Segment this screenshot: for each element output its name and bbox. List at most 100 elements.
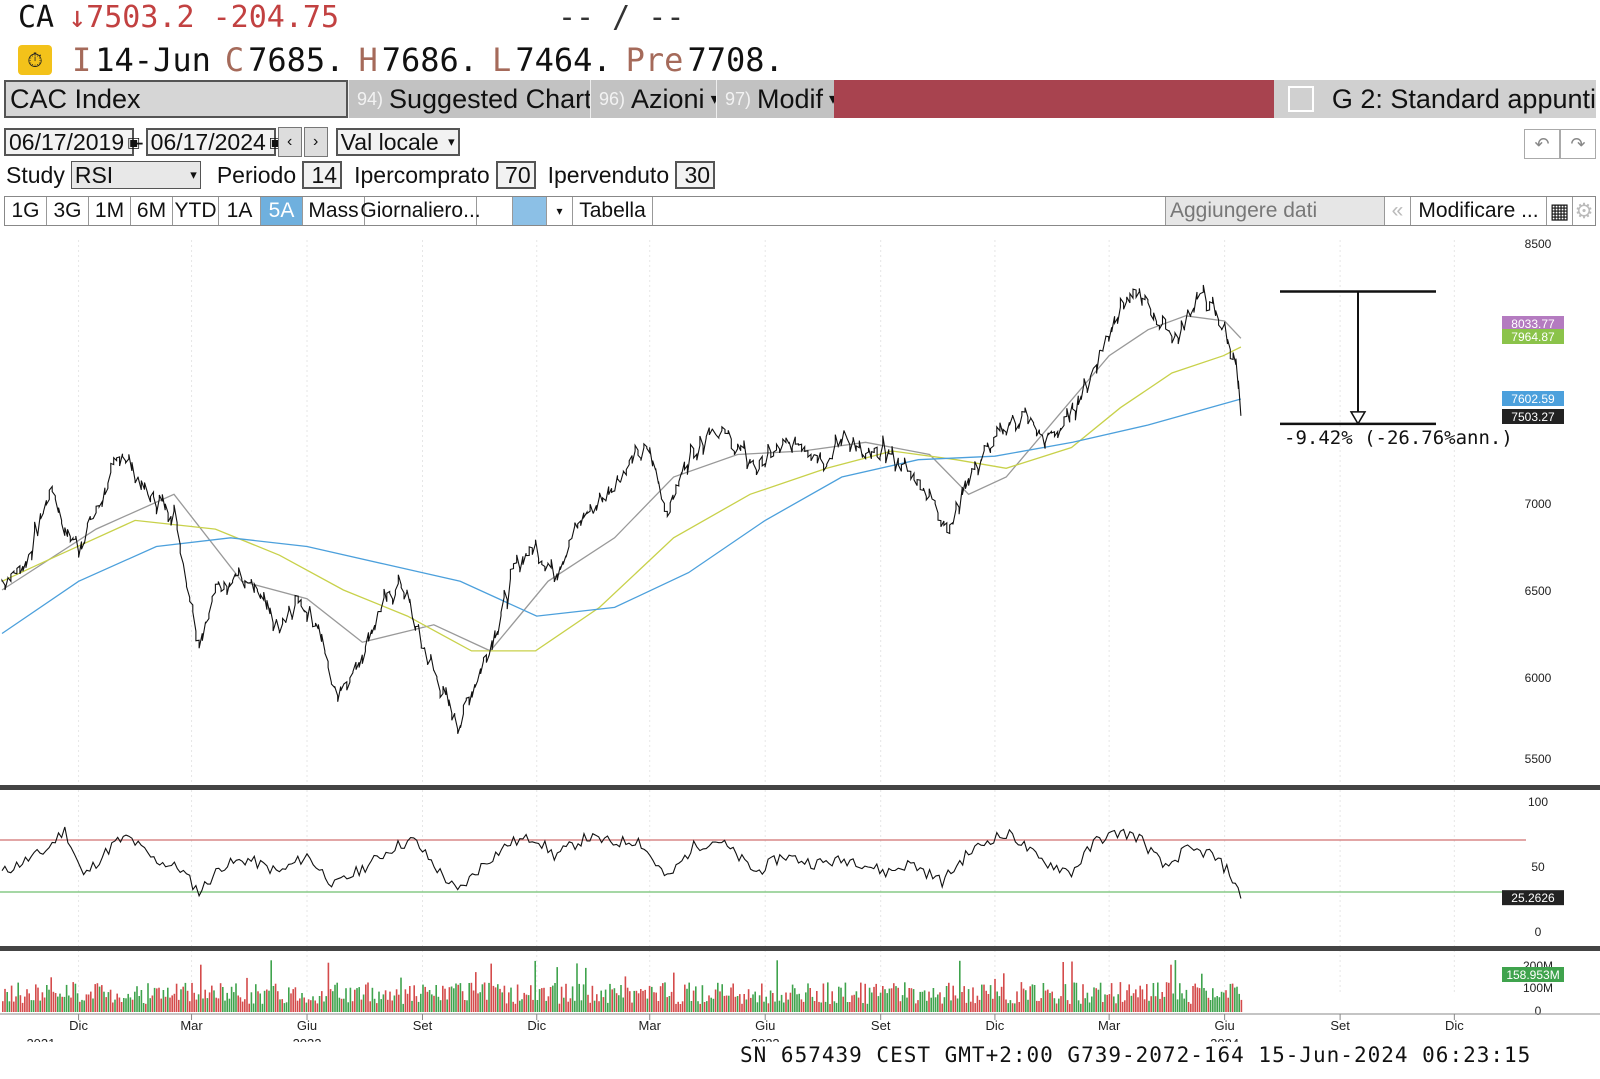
study-select[interactable]: RSI ▾: [70, 161, 201, 189]
range-1a[interactable]: 1A: [219, 197, 261, 225]
volume-bar: [325, 996, 327, 1012]
range-ytd[interactable]: YTD: [173, 197, 219, 225]
azioni-menu[interactable]: 96)Azioni ▾: [590, 80, 716, 118]
volume-bar: [728, 995, 730, 1012]
volume-bar: [965, 1002, 968, 1012]
volume-bar: [950, 1000, 952, 1012]
time-axis: Dic Mar Giu Set Dic Mar Giu Set Dic Mar Giu Set Dic 2…: [0, 1013, 1600, 1042]
volume-bar: [615, 993, 618, 1012]
quote-date: 14-Jun: [95, 41, 211, 79]
volume-bar: [591, 985, 594, 1012]
volume-bar: [118, 997, 121, 1012]
volume-bar: [1137, 997, 1139, 1012]
frequency-select[interactable]: Giornaliero...: [360, 197, 481, 225]
oversold-input[interactable]: 30: [675, 161, 716, 189]
suggested-charts-menu[interactable]: 94)Suggested Charts▾: [348, 80, 590, 118]
range-3g[interactable]: 3G: [47, 197, 89, 225]
range-1m[interactable]: 1M: [89, 197, 131, 225]
volume-bar: [32, 1000, 35, 1012]
edit-icon[interactable]: [1288, 86, 1314, 112]
prev-period-button[interactable]: ‹: [277, 127, 302, 157]
volume-bar: [501, 992, 503, 1012]
volume-bar: [162, 990, 165, 1012]
volume-bar: [1009, 1000, 1012, 1012]
volume-bar: [94, 984, 96, 1012]
volume-bar: [703, 1002, 706, 1012]
volume-bar: [1051, 991, 1053, 1012]
volume-bar: [725, 995, 728, 1012]
volume-bar: [1165, 982, 1168, 1012]
next-period-button[interactable]: ›: [303, 127, 328, 157]
add-data-input[interactable]: Aggiungere dati: [1165, 197, 1385, 225]
volume-bar: [404, 989, 407, 1012]
security-field[interactable]: CAC Index: [4, 80, 348, 118]
volume-bar: [259, 993, 261, 1012]
gauge-icon[interactable]: ⏱: [18, 45, 52, 75]
menu-label: Suggested Charts: [389, 83, 590, 114]
range-1g[interactable]: 1G: [5, 197, 47, 225]
volume-bar: [576, 963, 578, 1012]
volume-bar: [602, 997, 605, 1012]
period-input[interactable]: 14: [302, 161, 343, 189]
volume-bar: [534, 960, 536, 1012]
volume-bar: [582, 984, 585, 1012]
volume-bar: [893, 983, 895, 1012]
volume-bar: [624, 976, 627, 1012]
volume-bar: [525, 994, 528, 1012]
volume-bar: [835, 1002, 838, 1012]
redo-icon[interactable]: ↷: [1560, 129, 1596, 159]
modify-button[interactable]: Modificare ...: [1411, 197, 1547, 225]
volume-bar: [626, 987, 629, 1012]
overbought-input[interactable]: 70: [495, 161, 536, 189]
volume-bar: [127, 993, 129, 1012]
volume-bar: [494, 987, 497, 1012]
last-value-label: 7503.27: [1511, 410, 1555, 424]
volume-bar: [158, 987, 160, 1012]
volume-bar: [684, 984, 686, 1012]
chart-type-icon[interactable]: [513, 197, 547, 225]
volume-bar: [917, 1000, 919, 1012]
calendar-icon[interactable]: ▣: [127, 133, 141, 150]
volume-bar: [235, 983, 237, 1012]
modif-menu[interactable]: 97)Modif▾: [716, 80, 834, 118]
gear-icon[interactable]: ⚙: [1574, 199, 1594, 223]
template-menu[interactable]: G 2: Standard appunti: [1274, 80, 1596, 118]
chevron-down-icon[interactable]: ▾: [547, 197, 573, 225]
settings-icon[interactable]: ▦: [1547, 197, 1573, 225]
rsi-tick-label: 0: [1535, 925, 1542, 939]
range-6m[interactable]: 6M: [131, 197, 173, 225]
volume-bar: [844, 982, 847, 1012]
volume-bar: [761, 983, 763, 1012]
price-tick-label: 6500: [1525, 584, 1552, 598]
volume-bar: [532, 999, 534, 1012]
start-date-input[interactable]: 06/17/2019 ▣: [4, 128, 140, 156]
undo-icon[interactable]: ↶: [1524, 129, 1560, 159]
table-button[interactable]: Tabella: [573, 197, 653, 225]
template-label: G 2: Standard appunti: [1331, 83, 1596, 114]
volume-bar: [787, 999, 789, 1012]
volume-tick-label: 0: [1535, 1004, 1542, 1018]
volume-bar: [420, 993, 422, 1012]
volume-bar: [180, 989, 182, 1012]
currency-select[interactable]: Val locale ▾: [335, 128, 460, 156]
volume-bar: [371, 987, 374, 1012]
volume-bar: [670, 991, 673, 1012]
end-date-input[interactable]: 06/17/2024 ▣: [145, 128, 282, 156]
volume-bar: [1082, 984, 1084, 1012]
collapse-icon[interactable]: «: [1385, 197, 1411, 225]
range-mass[interactable]: Mass: [303, 197, 365, 225]
volume-bar: [681, 1001, 684, 1012]
month-tick-label: Dic: [1445, 1018, 1464, 1033]
volume-bar: [413, 985, 415, 1012]
volume-bar: [79, 1001, 81, 1012]
volume-bar: [270, 960, 272, 1012]
moving-average-line-3: [1, 398, 1242, 635]
volume-bar: [908, 988, 910, 1012]
volume-bar: [497, 984, 499, 1012]
volume-bar: [556, 967, 558, 1012]
volume-bar: [897, 987, 899, 1012]
volume-bar: [1011, 1003, 1014, 1012]
range-5a[interactable]: 5A: [261, 197, 303, 225]
volume-bar: [1132, 993, 1135, 1012]
